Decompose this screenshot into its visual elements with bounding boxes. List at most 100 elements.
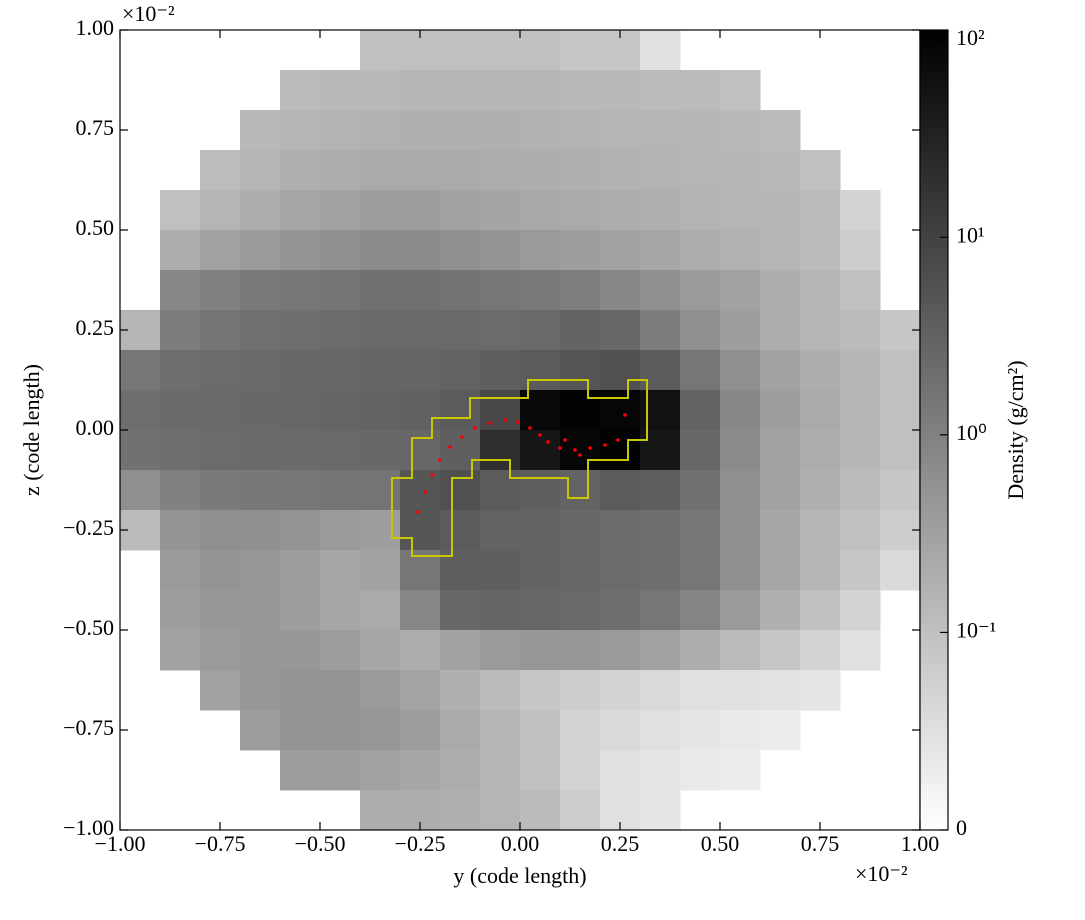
cell [120, 350, 161, 391]
cell [440, 390, 481, 431]
particle [488, 421, 492, 425]
cell [320, 670, 361, 711]
cell [640, 710, 681, 751]
cell [320, 150, 361, 191]
x-tick-label: −0.25 [395, 831, 446, 856]
cell [360, 110, 401, 151]
cell [880, 350, 921, 391]
cell [880, 470, 921, 511]
cell [600, 590, 641, 631]
cell [440, 710, 481, 751]
cell [640, 630, 681, 671]
cell [480, 790, 521, 831]
cell [720, 150, 761, 191]
cell [280, 750, 321, 791]
cell [720, 550, 761, 591]
cell [680, 70, 721, 111]
cell [400, 190, 441, 231]
cell [840, 470, 881, 511]
cell [640, 470, 681, 511]
cell [240, 630, 281, 671]
cell [720, 710, 761, 751]
cell [680, 710, 721, 751]
cell [520, 510, 561, 551]
cell [680, 190, 721, 231]
x-tick-label: 0.00 [501, 831, 540, 856]
cell [360, 710, 401, 751]
cell [360, 230, 401, 271]
cell [640, 510, 681, 551]
cell [360, 190, 401, 231]
cell [680, 670, 721, 711]
cell [360, 70, 401, 111]
cell [240, 150, 281, 191]
particle [558, 446, 562, 450]
cell [600, 550, 641, 591]
cell [160, 630, 201, 671]
cell [600, 70, 641, 111]
cell [160, 590, 201, 631]
cell [160, 310, 201, 351]
particle [616, 438, 620, 442]
cell [160, 390, 201, 431]
cell [720, 230, 761, 271]
cell [240, 230, 281, 271]
cell [720, 670, 761, 711]
cell [320, 350, 361, 391]
cell [760, 510, 801, 551]
cell [360, 390, 401, 431]
axes: −1.00 −0.75 −0.50 −0.25 0.00 0.25 0.50 0.75 1.00… [63, 15, 996, 856]
cell [720, 750, 761, 791]
cell [360, 30, 401, 71]
cell [520, 110, 561, 151]
cell [280, 110, 321, 151]
cell [720, 110, 761, 151]
cell [280, 430, 321, 471]
cell [280, 670, 321, 711]
cell [280, 270, 321, 311]
cell [480, 510, 521, 551]
particle [423, 490, 427, 494]
cell [600, 110, 641, 151]
cell [360, 630, 401, 671]
cell [440, 150, 481, 191]
cell [480, 110, 521, 151]
cell [360, 150, 401, 191]
particle [578, 453, 582, 457]
cell [280, 550, 321, 591]
cell [280, 150, 321, 191]
cell [640, 310, 681, 351]
cell [320, 510, 361, 551]
cell [640, 150, 681, 191]
particle [448, 445, 452, 449]
cell [640, 230, 681, 271]
cell [720, 70, 761, 111]
cell [400, 670, 441, 711]
heatmap [120, 30, 921, 831]
cell [680, 590, 721, 631]
cell [840, 230, 881, 271]
cell [760, 470, 801, 511]
cell [600, 710, 641, 751]
particle [538, 433, 542, 437]
cell [560, 470, 601, 511]
cell [240, 510, 281, 551]
colorbar-tick-label: 10¹ [956, 222, 985, 247]
cell [200, 510, 241, 551]
cell [280, 350, 321, 391]
cell [640, 30, 681, 71]
cell [160, 510, 201, 551]
cell [200, 230, 241, 271]
cell [160, 270, 201, 311]
y-tick-label: −0.50 [63, 615, 114, 640]
cell [360, 670, 401, 711]
cell [320, 230, 361, 271]
cell [520, 230, 561, 271]
cell [800, 270, 841, 311]
x-tick-label: −1.00 [95, 831, 146, 856]
cell [280, 470, 321, 511]
cell [560, 750, 601, 791]
cell [600, 150, 641, 191]
cell [400, 150, 441, 191]
cell [760, 670, 801, 711]
